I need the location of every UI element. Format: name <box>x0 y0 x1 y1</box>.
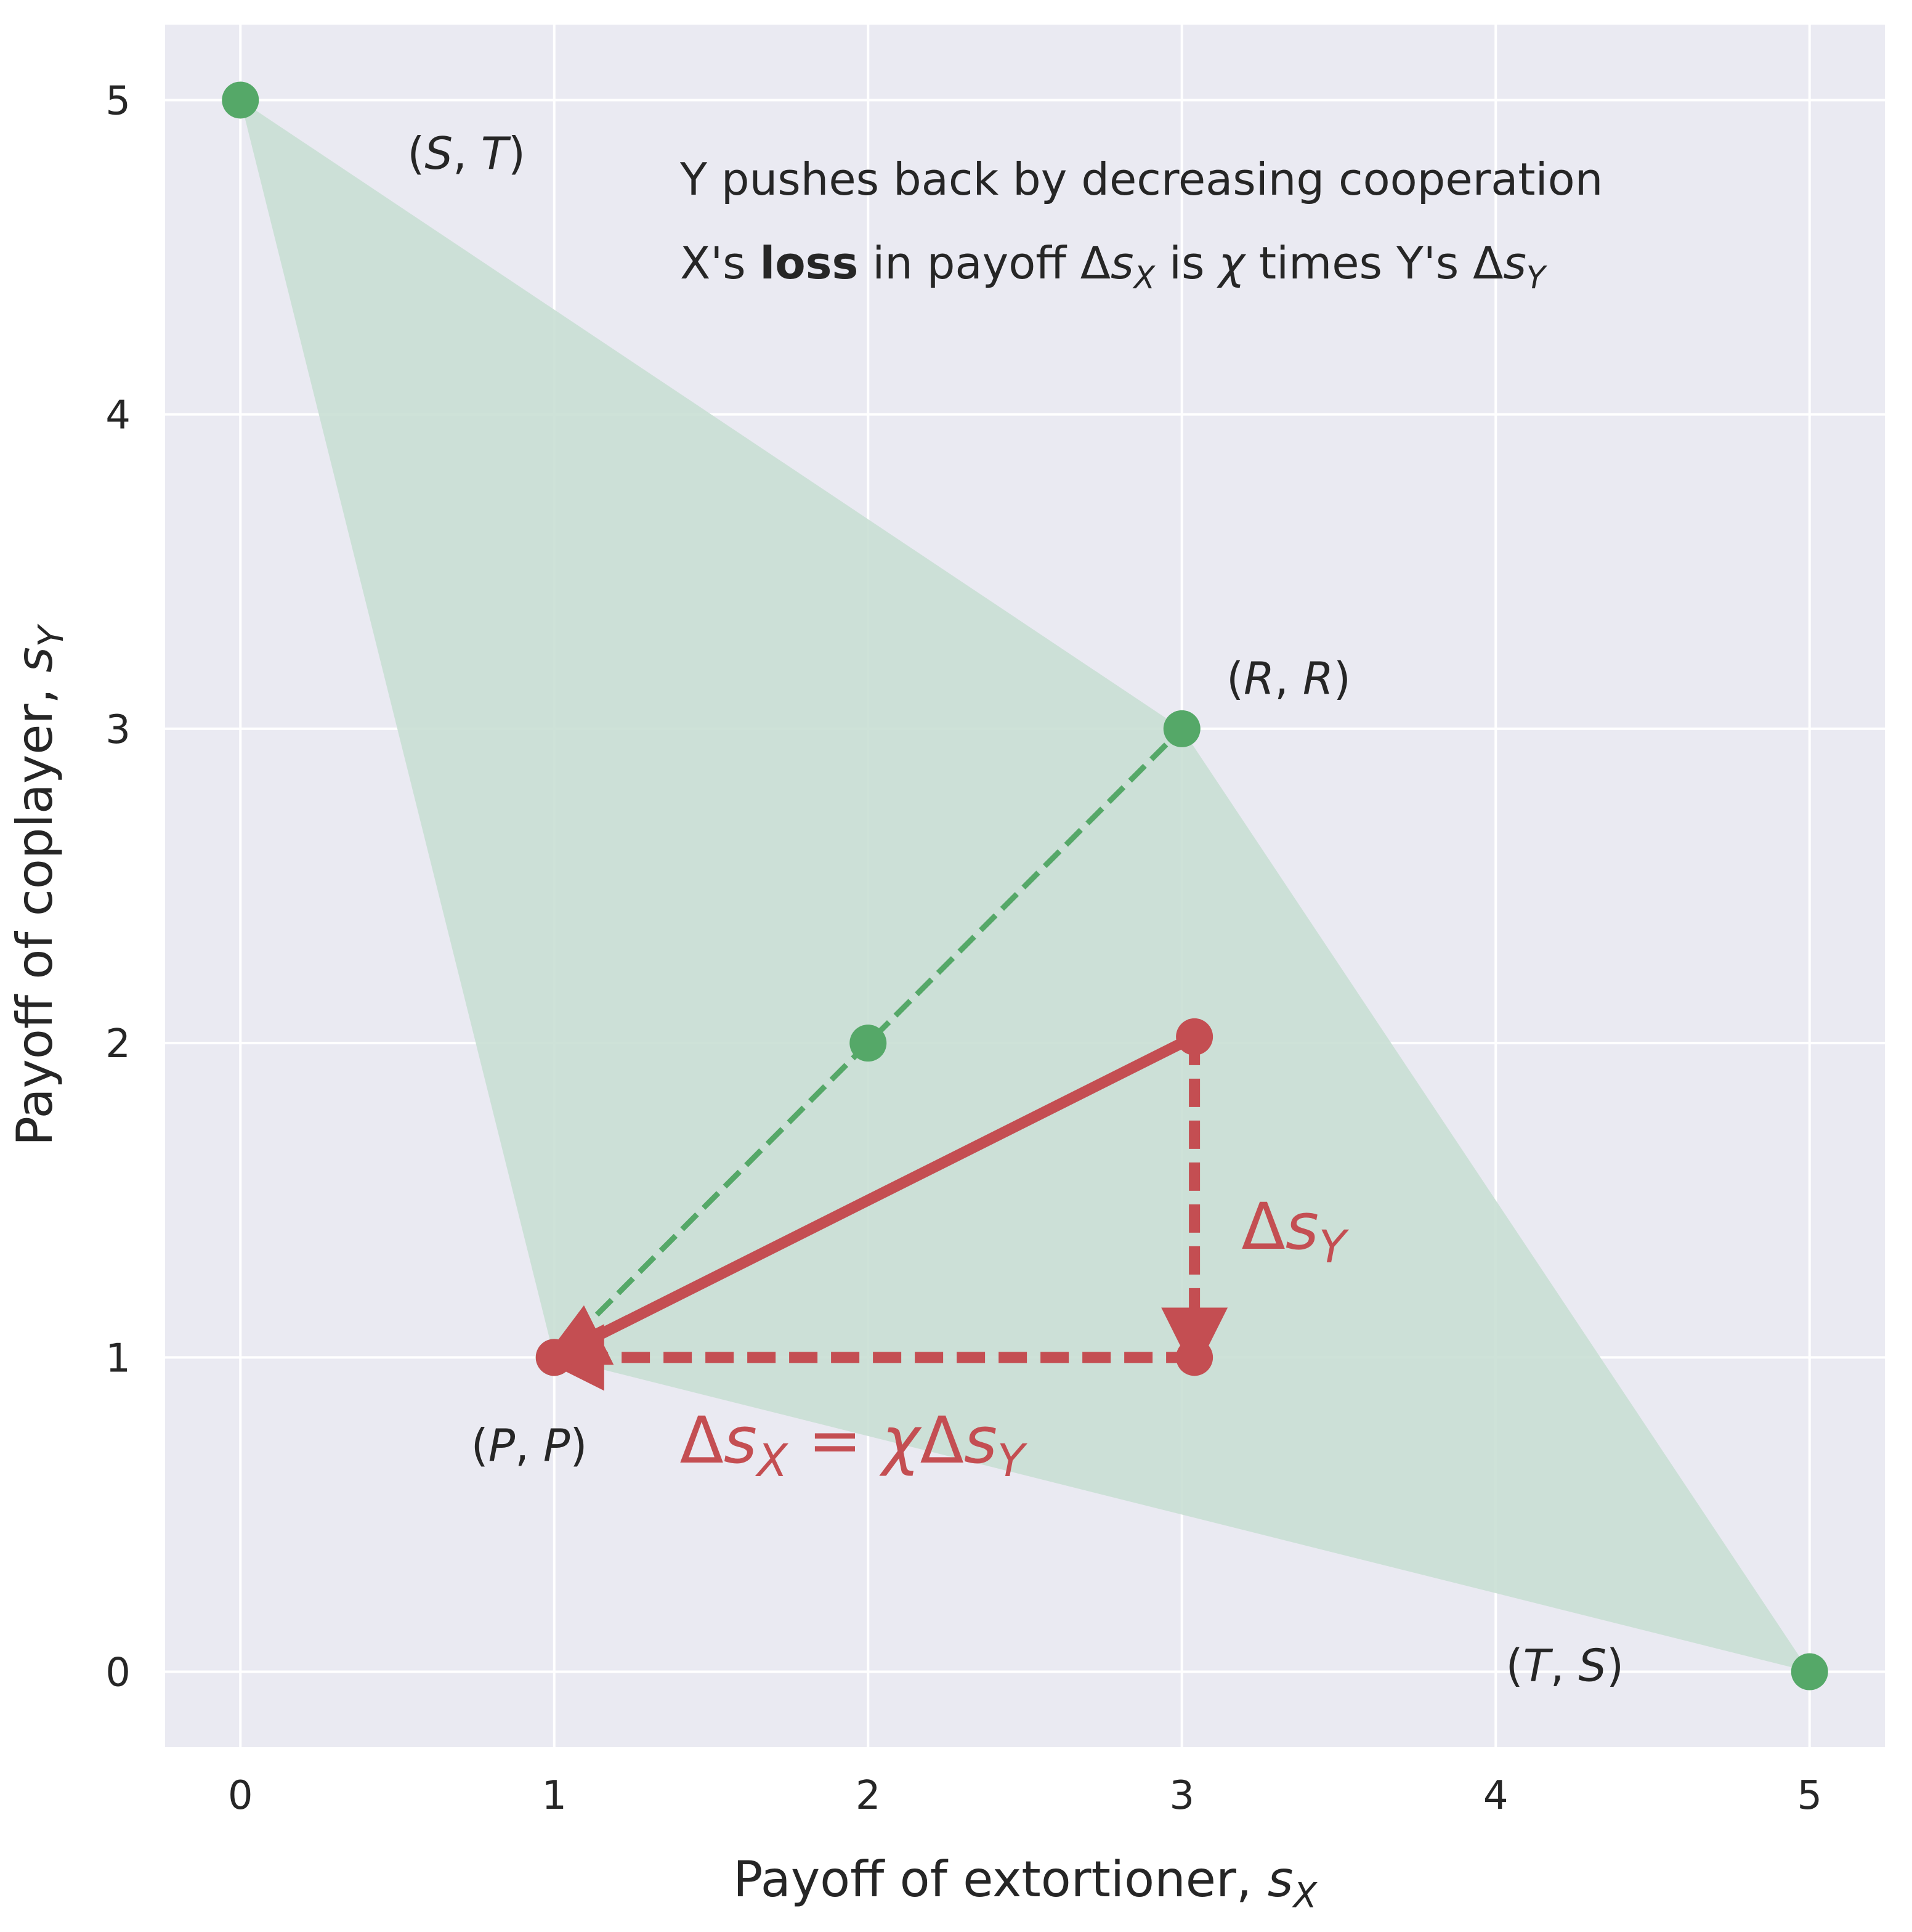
red-point <box>1176 1339 1213 1376</box>
outcome-point <box>1791 1653 1828 1690</box>
point-label: (T, S) <box>1505 1639 1624 1691</box>
y-tick-label: 2 <box>105 1021 131 1067</box>
red-point <box>535 1339 573 1376</box>
red-arrows <box>535 1018 1228 1391</box>
y-axis-label: Payoff of coplayer, sY <box>6 623 71 1146</box>
y-tick-label: 3 <box>105 707 131 753</box>
diagonal-dashed-line <box>552 726 1184 1360</box>
x-tick-label: 4 <box>1483 1773 1509 1819</box>
delta-sx-label: ΔsX = χΔsY <box>680 1403 1028 1487</box>
response-arrow <box>539 1031 1197 1365</box>
point-label: (S, T) <box>407 128 525 179</box>
ticks: 0 1 2 3 4 5 0 1 2 3 4 5 <box>105 78 1822 1819</box>
y-tick-label: 4 <box>105 393 131 439</box>
outcome-point <box>1163 710 1201 747</box>
x-tick-label: 2 <box>856 1773 881 1819</box>
delta-sy-label: ΔsY <box>1242 1189 1350 1273</box>
y-tick-label: 5 <box>105 78 131 124</box>
point-label: (P, P) <box>471 1419 588 1471</box>
point-labels: (S, T) (R, R) (P, P) (T, S) <box>407 128 1624 1691</box>
y-tick-label: 1 <box>105 1336 131 1381</box>
x-tick-label: 1 <box>541 1773 567 1819</box>
x-tick-label: 5 <box>1797 1773 1822 1819</box>
x-tick-label: 3 <box>1169 1773 1194 1819</box>
annotation-line-2: X's loss in payoff ΔsX is χ times Y's Δs… <box>680 237 1548 296</box>
outcome-point <box>222 81 259 119</box>
y-tick-label: 0 <box>105 1650 131 1696</box>
outcome-point <box>849 1025 887 1062</box>
red-point <box>1176 1018 1213 1055</box>
annotation-line-1: Y pushes back by decreasing cooperation <box>679 153 1603 205</box>
x-axis-label: Payoff of extortioner, sX <box>733 1851 1318 1916</box>
point-label: (R, R) <box>1226 652 1351 704</box>
x-tick-label: 0 <box>228 1773 253 1819</box>
